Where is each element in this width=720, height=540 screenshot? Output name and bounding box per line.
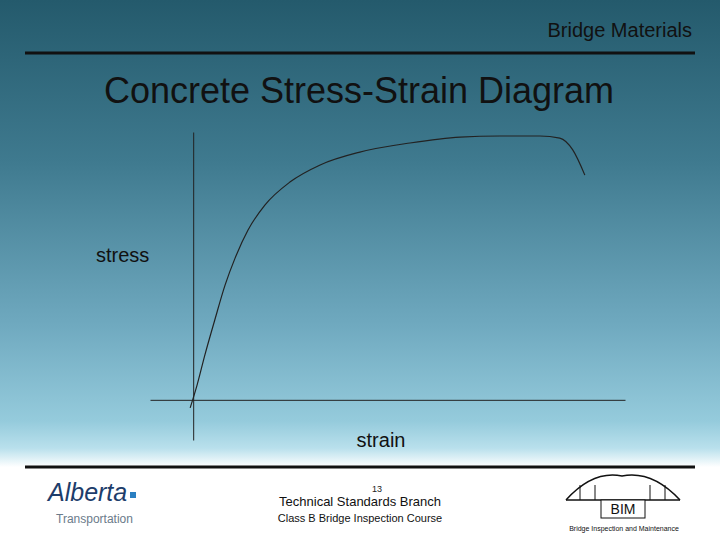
header-text: Bridge Materials — [547, 19, 692, 41]
x-axis — [151, 400, 626, 401]
logo-right-sub: Bridge Inspection and Maintenance — [569, 525, 679, 533]
logo-bridge-hanger — [580, 485, 581, 500]
background — [0, 0, 720, 540]
logo-square — [130, 492, 136, 498]
logo-left-name: Alberta — [46, 478, 127, 506]
logo-bridge-hanger — [665, 485, 666, 500]
logo-box — [601, 500, 645, 518]
plot-area — [190, 136, 585, 408]
stress-strain-curve — [190, 136, 585, 408]
chart-title: Concrete Stress-Strain Diagram — [104, 70, 614, 111]
logo-bridge-hanger — [595, 485, 596, 500]
slide: Bridge Materials Concrete Stress-Strain D… — [0, 0, 720, 540]
footer-branch: Technical Standards Branch — [279, 494, 441, 509]
footer-rule — [25, 466, 695, 469]
logo-bridge-cable — [566, 475, 680, 500]
logo-bridge-hanger — [650, 485, 651, 500]
y-axis-title: stress — [96, 244, 149, 266]
logo-left-sub: Transportation — [56, 512, 133, 526]
header-rule — [25, 52, 695, 55]
page-number: 13 — [372, 484, 382, 494]
x-axis-title: strain — [357, 429, 406, 451]
footer-course: Class B Bridge Inspection Course — [278, 512, 442, 524]
x-axis-line — [151, 400, 626, 401]
logo-right-name: BIM — [611, 501, 636, 517]
logo-right: BIM Bridge Inspection and Maintenance — [566, 475, 680, 533]
chart-root: Bridge Materials Concrete Stress-Strain D… — [0, 0, 720, 540]
